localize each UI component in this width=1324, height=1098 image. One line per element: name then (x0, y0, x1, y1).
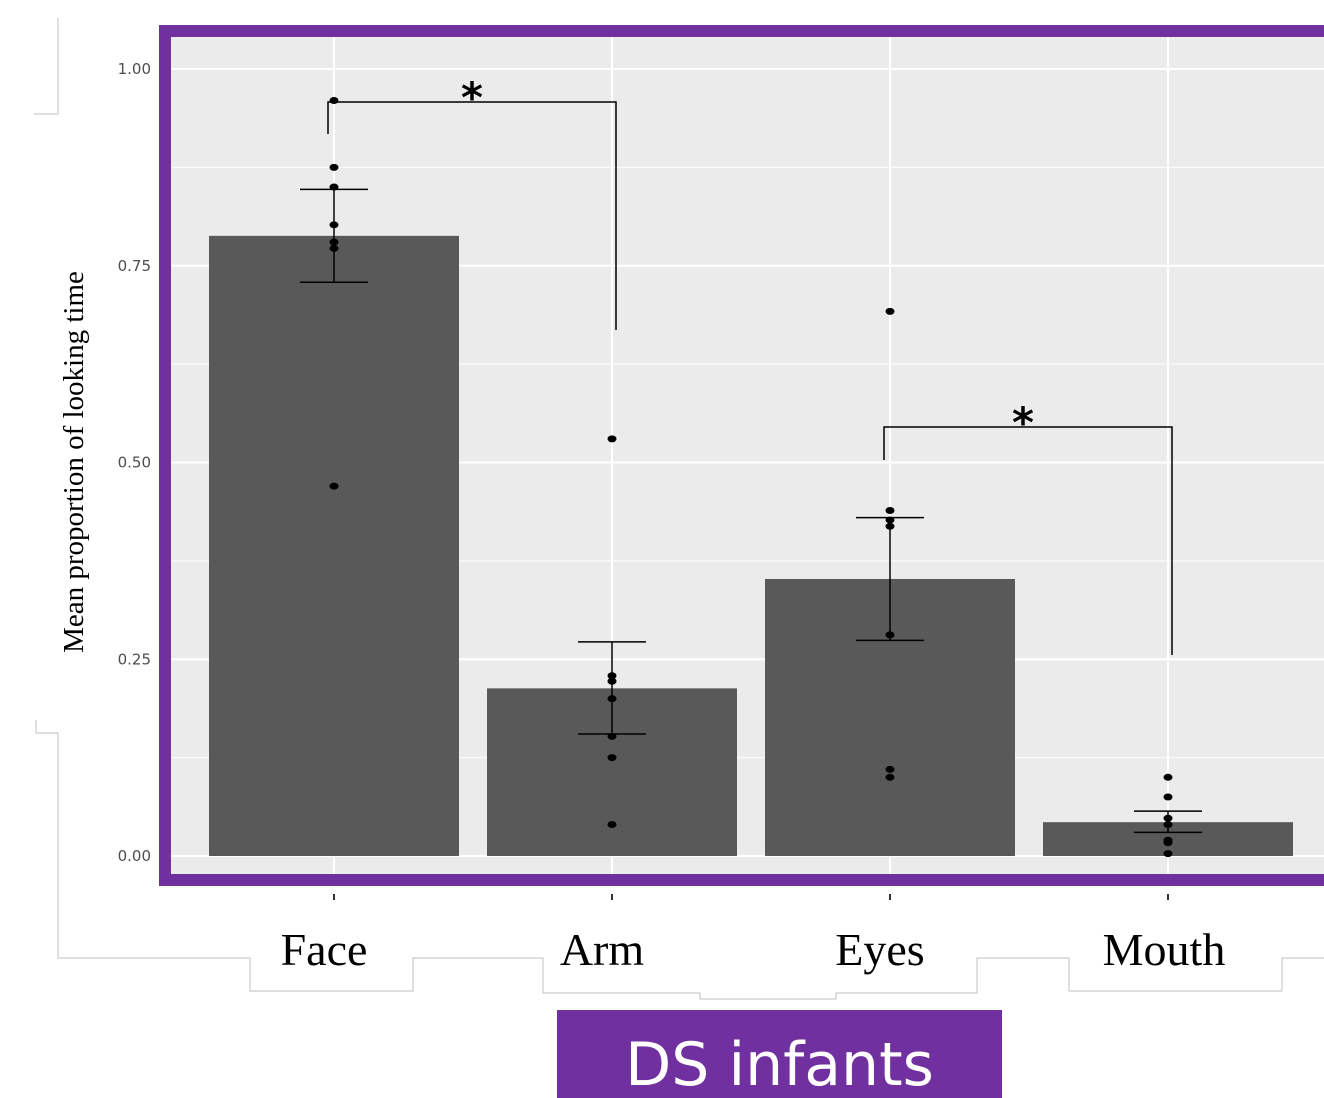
significance-brackets: ** (327, 73, 1173, 655)
data-point (329, 238, 339, 246)
data-point (1163, 839, 1173, 847)
y-tick-label: 0.00 (118, 847, 151, 865)
slide-outline (34, 18, 1324, 1000)
y-tick-label: 1.00 (118, 60, 151, 78)
y-axis-label: Mean proportion of looking time (58, 271, 90, 653)
y-axis: 0.00 0.25 0.50 0.75 1.00 (118, 60, 151, 865)
y-tick-label: 0.25 (118, 650, 151, 668)
bars (209, 235, 1293, 856)
x-tick-label: Mouth (1103, 924, 1226, 975)
data-point (885, 773, 895, 781)
data-point (329, 183, 339, 191)
data-point (329, 221, 339, 229)
bracket-line (327, 101, 617, 330)
y-tick-label: 0.75 (118, 257, 151, 275)
highlight-frame (159, 25, 1324, 886)
significance-bracket: * (883, 398, 1173, 655)
data-points (329, 96, 1173, 858)
data-point (885, 507, 895, 515)
data-point (1163, 793, 1173, 801)
y-tick-label: 0.50 (118, 454, 151, 472)
data-point (329, 96, 339, 104)
data-point (885, 516, 895, 524)
group-label-box: DS infants (557, 1010, 1002, 1098)
group-label: DS infants (625, 1030, 934, 1098)
data-point (885, 631, 895, 639)
data-point (607, 695, 617, 703)
x-tick-label: Eyes (835, 924, 924, 975)
data-point (607, 754, 617, 762)
data-point (1163, 850, 1173, 858)
significance-marker: * (461, 73, 483, 122)
data-point (1163, 773, 1173, 781)
data-point (329, 244, 339, 252)
x-tick-label: Face (281, 924, 368, 975)
data-point (607, 732, 617, 740)
data-point (329, 163, 339, 171)
data-point (329, 482, 339, 490)
data-point (885, 522, 895, 530)
data-point (885, 307, 895, 315)
data-point (607, 435, 617, 443)
data-point (885, 765, 895, 773)
x-tick-label: Arm (560, 924, 645, 975)
x-axis: Face Arm Eyes Mouth (281, 894, 1226, 975)
frame-border (159, 25, 1324, 886)
data-point (607, 677, 617, 685)
significance-marker: * (1012, 398, 1034, 447)
bar-face (209, 235, 459, 856)
data-point (607, 821, 617, 829)
data-point (607, 672, 617, 680)
bracket-line (883, 426, 1173, 655)
significance-bracket: * (327, 73, 617, 330)
data-point (1163, 814, 1173, 822)
error-bars (300, 188, 1202, 834)
data-point (1163, 821, 1173, 829)
